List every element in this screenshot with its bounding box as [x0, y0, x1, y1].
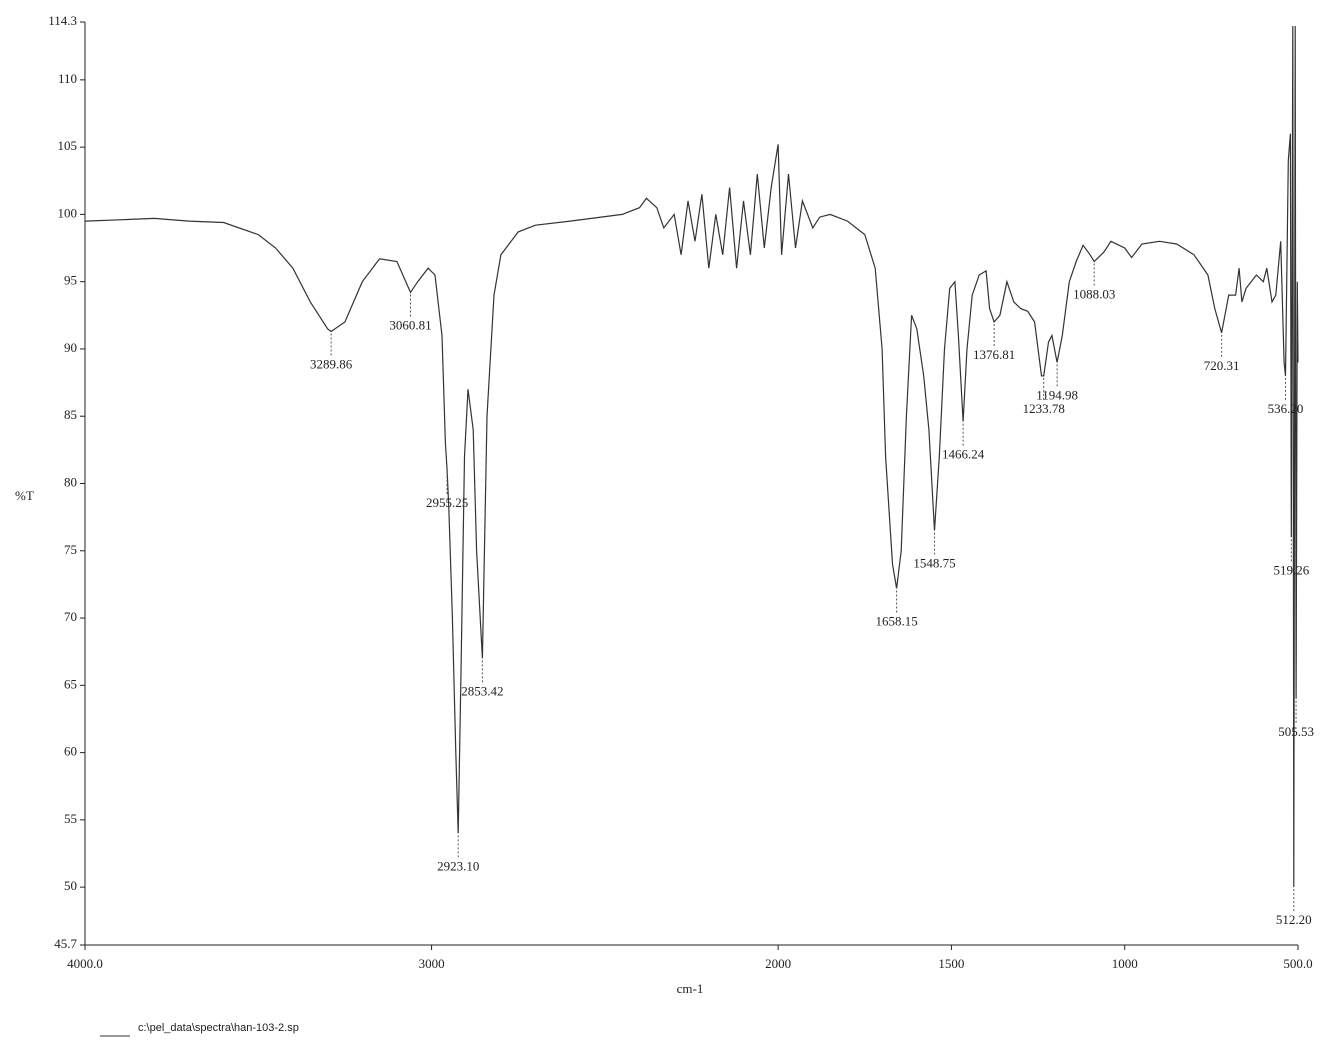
peak-label: 505.53 — [1278, 724, 1314, 739]
peak-label: 1548.75 — [913, 556, 955, 571]
peak-label: 1376.81 — [973, 347, 1015, 362]
y-tick-label: 110 — [58, 71, 77, 86]
y-tick-label: 85 — [64, 407, 77, 422]
peak-label: 2923.10 — [437, 858, 479, 873]
y-tick-label: 90 — [64, 340, 77, 355]
peak-label: 2955.25 — [426, 495, 468, 510]
spectrum-line — [84, 25, 1299, 888]
x-tick-label: 1000 — [1112, 956, 1138, 971]
y-tick-label: 50 — [64, 878, 77, 893]
y-tick-label: 100 — [58, 205, 78, 220]
peak-label: 536.20 — [1268, 401, 1304, 416]
y-tick-label: 45.7 — [54, 936, 77, 951]
peak-label: 1466.24 — [942, 447, 985, 462]
y-tick-label: 114.3 — [48, 13, 77, 28]
y-tick-label: 80 — [64, 474, 77, 489]
y-tick-label: 65 — [64, 676, 77, 691]
x-tick-label: 1500 — [938, 956, 964, 971]
y-tick-label: 75 — [64, 542, 77, 557]
x-axis-label: cm-1 — [677, 981, 704, 996]
y-tick-label: 95 — [64, 273, 77, 288]
x-tick-label: 500.0 — [1283, 956, 1312, 971]
y-tick-label: 70 — [64, 609, 77, 624]
peak-label: 3060.81 — [389, 317, 431, 332]
x-tick-label: 4000.0 — [67, 956, 103, 971]
peak-label: 3289.86 — [310, 356, 353, 371]
x-tick-label: 3000 — [419, 956, 445, 971]
peak-label: 2853.42 — [461, 683, 503, 698]
peak-label: 1233.78 — [1023, 401, 1065, 416]
peak-label: 1194.98 — [1036, 387, 1078, 402]
peak-label: 720.31 — [1204, 358, 1240, 373]
peak-label: 1088.03 — [1073, 286, 1115, 301]
y-tick-label: 55 — [64, 811, 77, 826]
y-tick-label: 60 — [64, 744, 77, 759]
peak-label: 1658.15 — [875, 613, 917, 628]
peak-label: 512.20 — [1276, 912, 1312, 927]
file-name: c:\pel_data\spectra\han-103-2.sp — [138, 1022, 299, 1034]
y-tick-label: 105 — [58, 138, 78, 153]
x-tick-label: 2000 — [765, 956, 791, 971]
y-axis-label: %T — [15, 488, 34, 503]
peak-label: 519.26 — [1273, 562, 1309, 577]
